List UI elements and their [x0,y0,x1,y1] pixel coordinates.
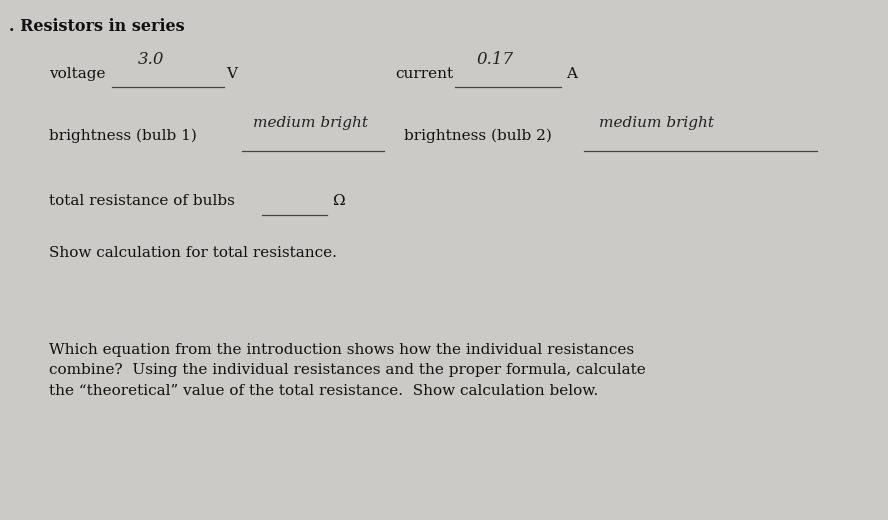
Text: Ω: Ω [333,194,345,208]
Text: brightness (bulb 2): brightness (bulb 2) [404,128,552,143]
Text: . Resistors in series: . Resistors in series [9,18,185,35]
Text: medium bright: medium bright [253,116,369,130]
Text: 3.0: 3.0 [138,50,164,68]
Text: medium bright: medium bright [599,116,714,130]
Text: total resistance of bulbs: total resistance of bulbs [49,194,234,208]
Text: voltage: voltage [49,67,106,81]
Text: Which equation from the introduction shows how the individual resistances
combin: Which equation from the introduction sho… [49,343,646,398]
Text: A: A [567,67,577,81]
Text: current: current [395,67,453,81]
Text: brightness (bulb 1): brightness (bulb 1) [49,128,197,143]
Text: V: V [226,67,237,81]
Text: 0.17: 0.17 [477,50,514,68]
Text: Show calculation for total resistance.: Show calculation for total resistance. [49,246,337,260]
